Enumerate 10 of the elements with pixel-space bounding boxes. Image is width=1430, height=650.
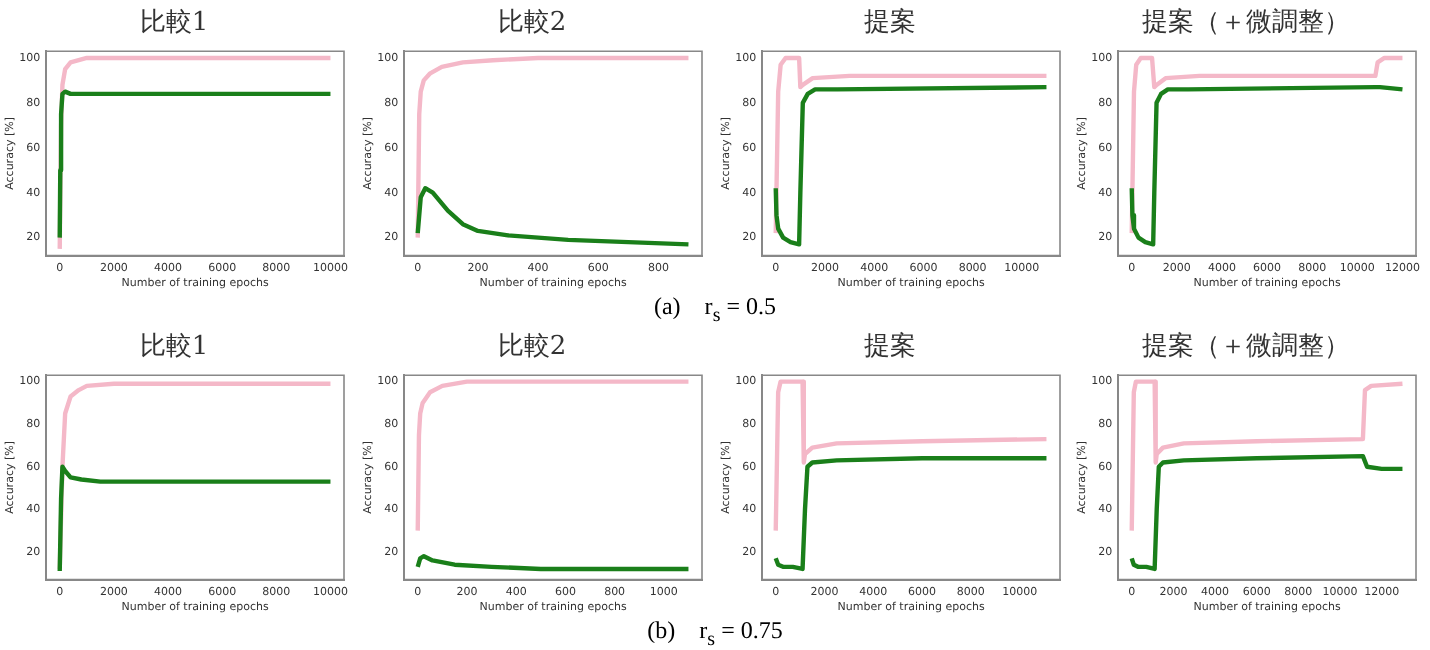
text: (b) r$_{s}$ = 0.75 — [645, 614, 785, 650]
text: (a) r$_{s}$ = 0.5 — [651, 290, 778, 327]
chart-title: 提案（＋微調整） — [1142, 330, 1351, 363]
chart-title: 提案 — [863, 6, 915, 39]
chart-title: 比較1 — [139, 332, 209, 363]
chart-title: 比較1 — [139, 8, 209, 39]
chart-title: 比較2 — [497, 8, 566, 39]
chart-title: 提案 — [863, 330, 915, 363]
chart-title: 提案（＋微調整） — [1142, 6, 1351, 39]
chart-title: 比較2 — [497, 332, 566, 363]
